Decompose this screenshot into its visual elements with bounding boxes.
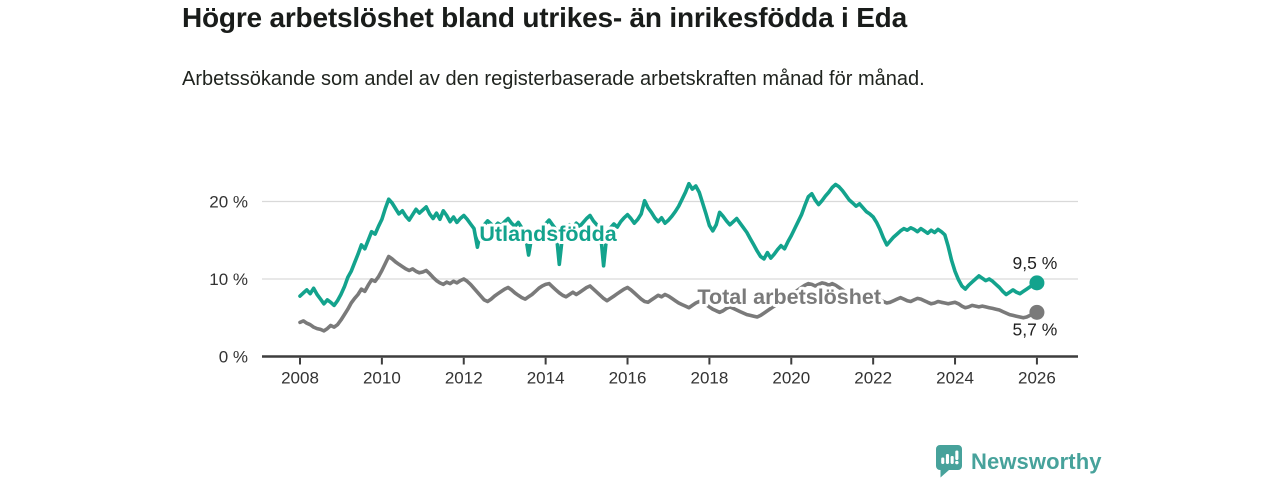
x-tick-label: 2020 [772, 369, 810, 388]
exclamation-bar [955, 450, 959, 460]
newsworthy-brand: Newsworthy [936, 445, 1102, 478]
end-dot-total-arbetslöshet [1029, 304, 1045, 320]
x-tick-label: 2018 [690, 369, 728, 388]
chart-title: Högre arbetslöshet bland utrikes- än inr… [182, 2, 907, 33]
series-line-total-arbetslöshet [298, 254, 1039, 333]
x-tick-label: 2012 [445, 369, 483, 388]
x-tick-label: 2016 [609, 369, 647, 388]
series-label-utlandsfödda: Utlandsfödda [479, 222, 617, 246]
bar-3 [950, 456, 954, 464]
chart-subtitle: Arbetssökande som andel av den registerb… [182, 68, 925, 90]
bar-1 [941, 457, 945, 464]
exclamation-dot [955, 460, 959, 465]
x-tick-label: 2022 [854, 369, 892, 388]
x-tick-label: 2008 [281, 369, 319, 388]
end-value-label: 5,7 % [1013, 319, 1058, 339]
end-dot-utlandsfödda [1029, 275, 1045, 291]
x-tick-label: 2024 [936, 369, 974, 388]
series-label-total-arbetslöshet: Total arbetslöshet [697, 285, 881, 309]
x-tick-label: 2026 [1018, 369, 1056, 388]
series-line-utlandsfödda [298, 181, 1039, 308]
bar-2 [945, 454, 949, 464]
x-tick-label: 2010 [363, 369, 401, 388]
end-value-label: 9,5 % [1013, 253, 1058, 273]
y-tick-label: 20 % [209, 193, 248, 212]
y-tick-label: 0 % [219, 348, 248, 367]
newsworthy-logo-icon [936, 445, 962, 478]
x-tick-label: 2014 [527, 369, 565, 388]
y-tick-label: 10 % [209, 270, 248, 289]
newsworthy-brand-name: Newsworthy [971, 448, 1102, 474]
